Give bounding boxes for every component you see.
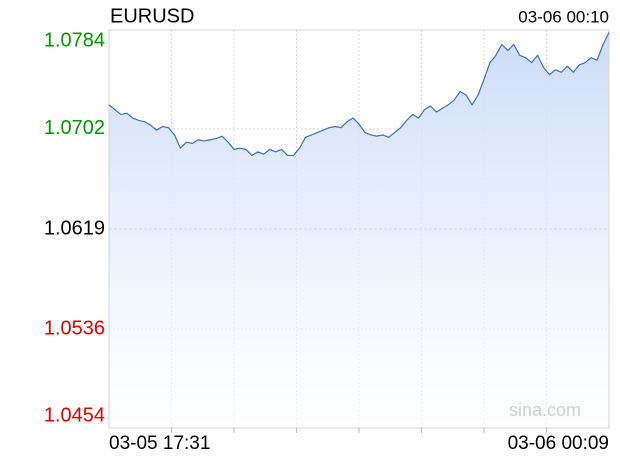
area-fill [109, 32, 609, 428]
x-tick-label: 03-05 17:31 [109, 433, 210, 454]
price-line [108, 32, 610, 157]
timestamp: 03-06 00:10 [518, 7, 609, 26]
x-tick-label: 03-06 00:09 [508, 433, 609, 454]
y-tick-label: 1.0454 [44, 404, 105, 426]
chart-title: EURUSD [110, 5, 194, 27]
watermark: sina.com [509, 400, 581, 420]
y-tick-label: 1.0619 [44, 217, 105, 239]
y-tick-label: 1.0536 [44, 317, 105, 339]
y-tick-label: 1.0784 [44, 29, 105, 51]
y-tick-label: 1.0702 [44, 117, 105, 139]
